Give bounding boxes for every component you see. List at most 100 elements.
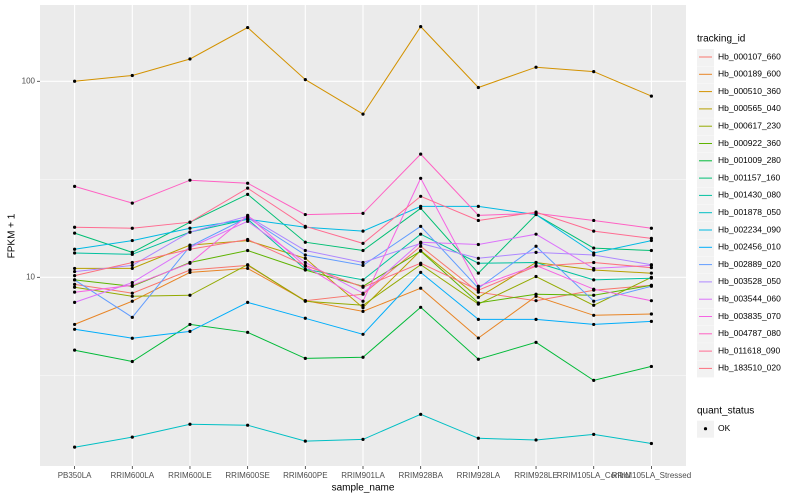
legend-label: Hb_003835_070: [718, 311, 781, 321]
x-tick-label: RRIM600LE: [168, 471, 212, 480]
data-point: [361, 211, 365, 215]
data-point: [592, 299, 596, 303]
data-point: [73, 231, 77, 235]
data-point: [419, 261, 423, 265]
data-point: [476, 271, 480, 275]
legend-label: Hb_002234_090: [718, 224, 781, 234]
data-point: [649, 441, 653, 446]
data-point: [419, 412, 423, 416]
data-point: [649, 226, 653, 230]
data-point: [361, 332, 365, 336]
data-point: [303, 263, 307, 268]
data-point: [130, 283, 134, 287]
x-tick-label: RRIM105LA_Control: [557, 471, 631, 480]
x-tick-label: RRIM600PE: [283, 471, 327, 480]
data-point: [361, 299, 365, 303]
data-point: [361, 303, 365, 307]
data-point: [419, 194, 423, 198]
data-point: [476, 336, 480, 340]
data-point: [361, 278, 365, 282]
data-point: [476, 357, 480, 361]
data-point: [303, 212, 307, 217]
data-point: [592, 229, 596, 233]
data-point: [130, 359, 134, 364]
data-point: [476, 256, 480, 260]
data-point: [130, 315, 134, 319]
data-point: [476, 295, 480, 299]
data-point: [130, 252, 134, 256]
data-point: [419, 249, 423, 253]
data-point: [476, 436, 480, 440]
legend-label: Hb_001878_050: [718, 207, 781, 217]
data-point: [534, 210, 538, 214]
data-point: [361, 285, 365, 289]
data-point: [130, 260, 134, 265]
data-point: [649, 312, 653, 316]
data-point: [246, 181, 250, 185]
data-point: [73, 445, 77, 449]
x-tick-label: RRIM928BA: [398, 471, 443, 480]
data-point: [130, 280, 134, 285]
data-point: [476, 261, 480, 265]
data-point: [188, 178, 192, 182]
x-tick-label: RRIM600LA: [110, 471, 154, 480]
data-point: [73, 327, 77, 331]
data-point: [592, 293, 596, 297]
legend-label: Hb_000189_600: [718, 69, 781, 79]
data-point: [130, 291, 134, 295]
legend-label: Hb_000107_660: [718, 51, 781, 61]
data-point: [534, 264, 538, 268]
data-point: [246, 330, 250, 334]
x-tick-label: RRIM928LA: [457, 471, 501, 480]
data-point: [303, 267, 307, 271]
data-point: [419, 232, 423, 236]
data-point: [534, 250, 538, 254]
data-point: [246, 237, 250, 242]
data-point: [419, 240, 423, 244]
data-point: [476, 204, 480, 209]
data-point: [303, 299, 307, 303]
data-point: [649, 276, 653, 280]
data-point: [534, 317, 538, 321]
data-point: [73, 290, 77, 294]
data-point: [361, 248, 365, 253]
legend-label: Hb_183510_020: [718, 363, 781, 373]
data-point: [649, 271, 653, 275]
legend-label: Hb_000510_360: [718, 86, 781, 96]
data-point: [130, 226, 134, 230]
data-point: [73, 278, 77, 282]
data-point: [303, 439, 307, 443]
data-point: [73, 266, 77, 271]
data-point: [246, 248, 250, 253]
data-point: [419, 305, 423, 309]
data-point: [188, 329, 192, 333]
data-point: [361, 309, 365, 314]
data-point: [534, 274, 538, 279]
data-point: [419, 224, 423, 228]
data-point: [649, 94, 653, 98]
data-point: [73, 247, 77, 251]
data-point: [419, 270, 423, 274]
data-point: [246, 192, 250, 196]
data-point: [303, 356, 307, 360]
data-point: [592, 432, 596, 436]
data-point: [73, 251, 77, 255]
data-point: [476, 85, 480, 90]
data-point: [73, 79, 77, 83]
legend-label: Hb_003528_050: [718, 276, 781, 286]
data-point: [592, 266, 596, 271]
data-point: [246, 263, 250, 267]
data-point: [592, 378, 596, 382]
data-point: [130, 201, 134, 205]
data-point: [303, 253, 307, 257]
y-tick-label: 10: [26, 272, 35, 281]
data-point: [188, 268, 192, 272]
data-point: [419, 25, 423, 29]
data-point: [476, 242, 480, 247]
data-point: [476, 284, 480, 288]
data-point: [476, 218, 480, 223]
data-point: [534, 65, 538, 69]
data-point: [130, 299, 134, 303]
data-point: [246, 25, 250, 30]
